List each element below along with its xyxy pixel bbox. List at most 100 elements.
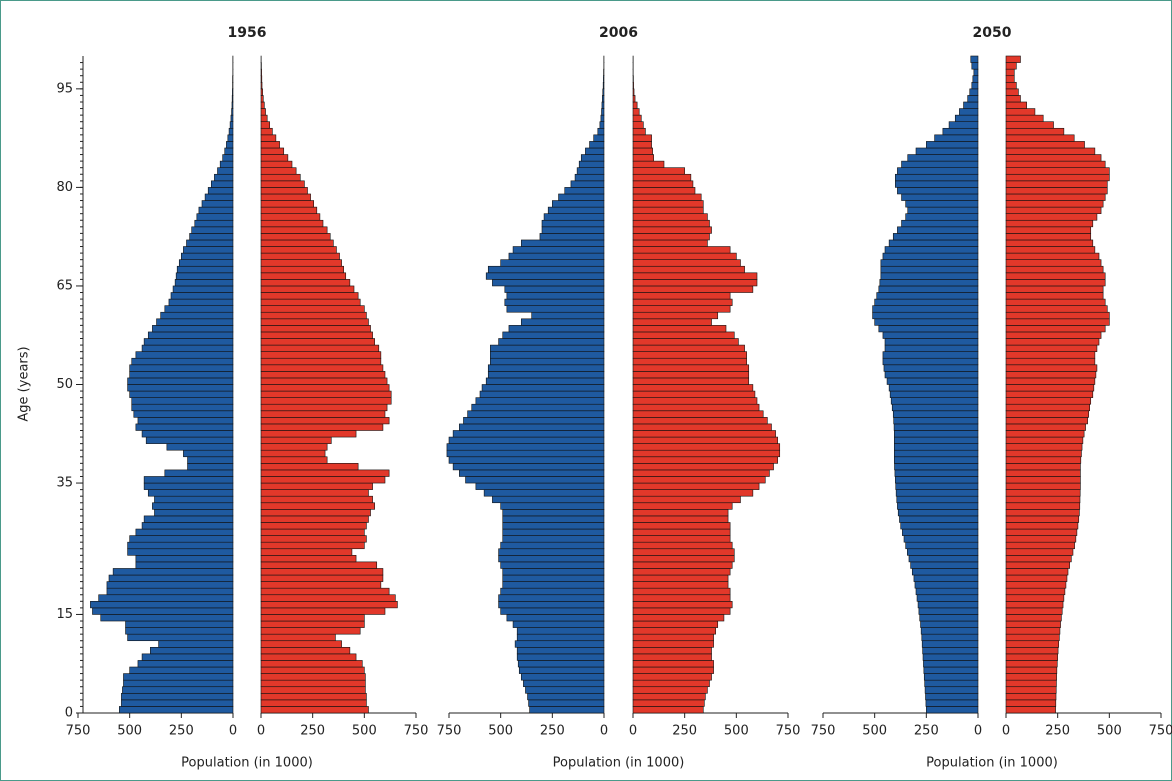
bar [1005,292,1104,300]
bar [539,233,605,241]
bar [1005,213,1098,221]
bar [1005,555,1072,563]
bar [632,193,702,201]
bar [260,292,359,300]
bar [547,206,605,214]
bar [502,522,605,530]
bar [231,101,234,109]
bar [895,489,979,497]
bar [589,141,605,149]
bar [901,160,979,168]
bar [260,423,384,431]
bar [632,673,712,681]
bar [632,614,725,622]
bar [1005,246,1096,254]
bar [516,633,605,642]
bar [888,384,979,392]
bar [500,561,605,569]
bar [897,187,979,195]
bar [632,456,778,464]
bar [260,298,361,306]
bar [921,633,979,642]
bar [925,692,979,701]
bar [260,495,373,504]
bar [260,548,353,556]
bar [479,390,605,398]
bar [632,528,731,536]
bar [260,246,337,254]
bar [485,377,605,385]
bar [463,417,605,425]
bar [632,397,758,405]
bar [166,443,234,451]
bar [1005,114,1044,122]
x-tick-label: 500 [724,724,749,739]
bar [632,410,764,418]
bar [260,509,371,517]
bar [602,88,605,96]
bar [967,95,979,103]
bar [260,272,347,280]
bar [121,699,234,707]
bar [632,371,750,379]
bar [176,265,234,274]
bar [1005,141,1085,149]
bar [574,173,605,182]
bar [260,134,277,142]
bar [487,371,605,379]
bar [260,206,318,214]
bar [893,436,979,444]
bar [260,410,386,418]
bar [632,338,739,346]
bar [260,601,398,609]
bar [527,692,605,701]
bar [131,357,234,366]
bar [498,601,605,609]
bar [1005,285,1104,293]
bar [894,463,979,471]
bar [135,528,234,536]
bar [934,134,979,142]
bar [260,476,386,484]
bar [260,522,367,530]
bar [1005,660,1058,668]
y-tick-label: 15 [56,607,73,622]
bar [471,403,605,412]
bar [498,548,605,556]
bar [632,561,733,569]
bar [506,305,605,313]
bar [632,607,731,615]
bar [907,154,979,162]
bar [487,364,605,372]
bar [147,489,234,497]
bar [260,581,382,589]
bar [260,620,365,628]
x-tick-label: 750 [1149,724,1172,739]
bar [260,213,321,221]
bar [492,495,605,504]
bar [92,607,234,615]
bar [508,252,605,260]
bar [884,338,979,346]
bar [1005,95,1021,103]
x-tick-label: 0 [629,724,637,739]
bar [1005,568,1069,576]
bar [632,574,729,582]
bar [448,436,605,444]
bar [260,305,365,313]
bar [632,653,712,661]
bar [1005,397,1092,405]
bar [260,614,365,622]
bar [467,410,605,418]
bar [498,338,605,346]
bar [1005,515,1080,523]
bar [632,252,737,260]
bar [260,456,328,464]
bar [172,285,234,293]
bar [143,476,234,484]
bar [924,686,979,694]
bar [905,213,979,221]
bar [1005,607,1063,615]
bar [1005,528,1078,536]
bar [260,108,266,116]
